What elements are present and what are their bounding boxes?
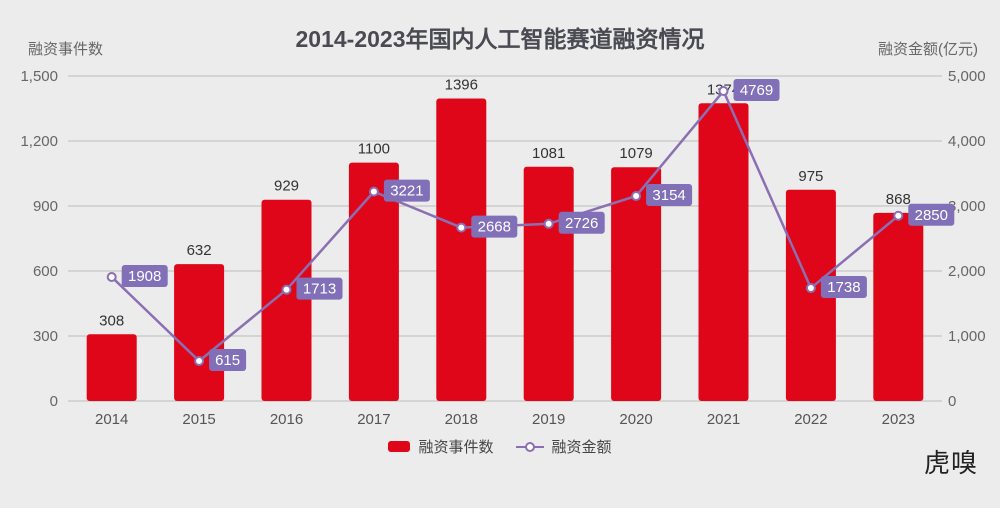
legend-bar-label: 融资事件数 xyxy=(418,439,494,456)
chart-title: 2014-2023年国内人工智能赛道融资情况 xyxy=(295,26,705,52)
line-value-label: 615 xyxy=(215,352,240,369)
bar-2016[interactable] xyxy=(261,199,312,401)
line-value-label: 3154 xyxy=(652,187,685,204)
x-tick-label: 2019 xyxy=(532,411,565,428)
bar-value-label: 868 xyxy=(886,191,911,208)
x-tick-label: 2014 xyxy=(95,411,128,428)
bar-2020[interactable] xyxy=(611,167,662,401)
legend: 融资事件数 融资金额 xyxy=(0,436,1000,457)
line-value-badge xyxy=(733,79,780,102)
line-point-2017[interactable] xyxy=(368,186,379,197)
line-value-label: 1738 xyxy=(827,279,860,296)
bar-value-label: 308 xyxy=(99,312,124,329)
line-value-label: 3221 xyxy=(390,183,423,200)
x-tick-label: 2021 xyxy=(707,411,740,428)
bar-swatch-icon xyxy=(388,441,411,452)
line-point-2021[interactable] xyxy=(718,86,729,97)
line-value-label: 4769 xyxy=(740,82,773,99)
line-value-badge xyxy=(383,179,430,202)
right-tick-label: 4,000 xyxy=(948,133,986,150)
bar-value-label: 1081 xyxy=(532,145,565,162)
right-tick-label: 5,000 xyxy=(948,68,986,85)
bar-value-label: 1079 xyxy=(619,145,652,162)
huxiu-logo: 虎嗅 xyxy=(923,449,978,479)
left-tick-label: 1,200 xyxy=(20,133,58,150)
line-point-2018[interactable] xyxy=(456,222,467,233)
bar-value-label: 632 xyxy=(187,242,212,259)
right-tick-label: 3,000 xyxy=(948,198,986,215)
line-value-label: 2668 xyxy=(478,219,511,236)
bar-2015[interactable] xyxy=(174,264,225,401)
x-tick-label: 2015 xyxy=(182,411,215,428)
bar-2017[interactable] xyxy=(348,162,399,401)
legend-item-line[interactable]: 融资金额 xyxy=(515,436,612,457)
right-tick-label: 2,000 xyxy=(948,263,986,280)
line-point-2020[interactable] xyxy=(631,190,642,201)
line-point-2022[interactable] xyxy=(805,283,816,294)
left-tick-label: 300 xyxy=(33,328,58,345)
right-tick-label: 1,000 xyxy=(948,328,986,345)
bar-value-label: 1100 xyxy=(358,141,390,158)
line-value-badge xyxy=(908,203,955,226)
line-value-label: 1908 xyxy=(128,268,161,285)
bar-value-label: 1396 xyxy=(445,77,478,94)
line-value-badge xyxy=(471,215,518,238)
left-tick-label: 900 xyxy=(33,198,58,215)
line-value-label: 2850 xyxy=(915,207,948,224)
line-value-label: 1713 xyxy=(303,281,336,298)
line-point-2014[interactable] xyxy=(106,271,117,282)
bar-2019[interactable] xyxy=(523,166,574,401)
left-tick-label: 600 xyxy=(33,263,58,280)
bar-2022[interactable] xyxy=(785,189,836,401)
line-marker-icon xyxy=(515,441,544,452)
x-tick-label: 2018 xyxy=(445,411,478,428)
right-axis-title: 融资金额(亿元) xyxy=(878,41,978,58)
legend-item-bar[interactable]: 融资事件数 xyxy=(388,436,494,457)
line-point-2019[interactable] xyxy=(543,218,554,229)
bar-value-label: 929 xyxy=(274,178,299,195)
left-axis-title: 融资事件数 xyxy=(28,41,104,58)
right-tick-label: 0 xyxy=(948,393,956,410)
left-tick-label: 0 xyxy=(50,393,58,410)
line-value-badge xyxy=(820,276,867,299)
x-tick-label: 2016 xyxy=(270,411,303,428)
line-value-badge xyxy=(558,211,605,234)
bar-2018[interactable] xyxy=(436,98,487,402)
line-point-2023[interactable] xyxy=(893,210,904,221)
bar-value-label: 975 xyxy=(798,168,823,185)
line-value-badge xyxy=(121,264,168,287)
line-point-2016[interactable] xyxy=(281,284,292,295)
x-tick-label: 2020 xyxy=(619,411,652,428)
x-tick-label: 2017 xyxy=(357,411,390,428)
bar-2014[interactable] xyxy=(86,334,137,401)
line-value-label: 2726 xyxy=(565,215,598,232)
line-value-badge xyxy=(296,277,343,300)
left-tick-label: 1,500 xyxy=(20,68,58,85)
x-tick-label: 2022 xyxy=(794,411,827,428)
line-value-badge xyxy=(646,183,693,206)
x-tick-label: 2023 xyxy=(882,411,915,428)
bar-2023[interactable] xyxy=(873,212,924,401)
line-point-2015[interactable] xyxy=(194,356,205,367)
legend-line-label: 融资金额 xyxy=(551,439,612,456)
bar-2021[interactable] xyxy=(698,103,749,402)
line-value-badge xyxy=(209,349,247,372)
